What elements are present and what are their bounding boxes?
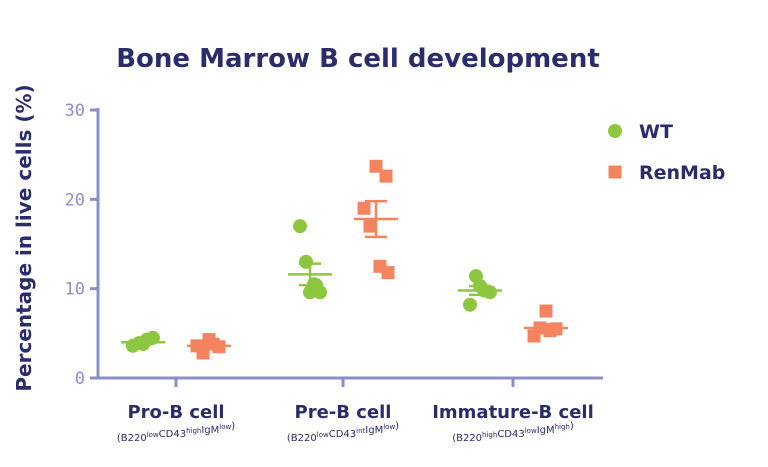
axes bbox=[96, 108, 603, 380]
data-point bbox=[363, 219, 377, 233]
category-subtitle: (B220highCD43lowIgMhigh) bbox=[452, 421, 574, 444]
series-group-wt-0 bbox=[121, 330, 165, 353]
subtitle-text: CD43 bbox=[497, 429, 524, 440]
chart-title: Bone Marrow B cell development bbox=[116, 44, 600, 74]
series-group-renmab-0 bbox=[187, 333, 231, 360]
legend-marker-renmab bbox=[608, 165, 622, 179]
legend: WT RenMab bbox=[608, 121, 725, 184]
subtitle-superscript: low bbox=[525, 427, 537, 435]
data-point bbox=[146, 330, 160, 345]
legend-label-renmab: RenMab bbox=[639, 162, 725, 184]
x-categories: Pro-B cell(B220lowCD43highIgMlow)Pre-B c… bbox=[117, 378, 594, 444]
subtitle-text: CD43 bbox=[329, 429, 356, 440]
y-axis-label: Percentage in live cells (%) bbox=[12, 84, 36, 391]
y-tick-label: 20 bbox=[65, 190, 85, 210]
y-ticks: 0 10 20 30 bbox=[65, 101, 98, 389]
category-subtitle: (B220lowCD43intIgMlow) bbox=[287, 421, 399, 444]
subtitle-text: (B220 bbox=[287, 433, 317, 444]
subtitle-superscript: high bbox=[555, 423, 570, 431]
data-point bbox=[357, 201, 371, 215]
series-group-wt-2 bbox=[458, 269, 502, 312]
data-point bbox=[533, 321, 547, 335]
data-point bbox=[369, 159, 383, 173]
data-point bbox=[136, 337, 150, 352]
subtitle-text: (B220 bbox=[117, 433, 147, 444]
data-point bbox=[539, 304, 553, 318]
subtitle-superscript: low bbox=[147, 431, 159, 439]
category-label: Pre-B cell bbox=[295, 402, 392, 423]
y-tick-label: 10 bbox=[65, 280, 85, 300]
data-point bbox=[206, 337, 220, 351]
subtitle-text: IgM bbox=[537, 425, 555, 436]
category-subtitle: (B220lowCD43highIgMlow) bbox=[117, 421, 235, 444]
data-point bbox=[309, 278, 323, 293]
subtitle-superscript: int bbox=[356, 427, 365, 435]
subtitle-superscript: low bbox=[219, 423, 231, 431]
subtitle-text: ) bbox=[570, 421, 574, 432]
series-group-renmab-2 bbox=[524, 304, 568, 343]
subtitle-superscript: low bbox=[383, 423, 395, 431]
series-group-renmab-1 bbox=[354, 159, 398, 280]
data-marks bbox=[121, 159, 568, 360]
data-point bbox=[299, 254, 313, 269]
subtitle-text: ) bbox=[231, 421, 235, 432]
y-tick-label: 30 bbox=[65, 101, 85, 121]
category-label: Pro-B cell bbox=[127, 402, 224, 423]
data-point bbox=[473, 278, 487, 293]
subtitle-text: (B220 bbox=[452, 433, 482, 444]
data-point bbox=[381, 266, 395, 280]
subtitle-text: IgM bbox=[201, 425, 219, 436]
subtitle-text: ) bbox=[395, 421, 399, 432]
y-tick-label: 0 bbox=[75, 369, 85, 389]
data-point bbox=[293, 219, 307, 234]
series-group-wt-1 bbox=[288, 219, 332, 300]
subtitle-text: CD43 bbox=[159, 429, 186, 440]
category-label: Immature-B cell bbox=[432, 402, 594, 423]
data-point bbox=[463, 297, 477, 312]
subtitle-superscript: high bbox=[186, 427, 201, 435]
legend-marker-wt bbox=[608, 124, 622, 138]
data-point bbox=[379, 169, 393, 183]
data-point bbox=[483, 285, 497, 300]
data-point bbox=[196, 346, 210, 360]
legend-label-wt: WT bbox=[639, 121, 673, 143]
data-point bbox=[543, 324, 557, 338]
subtitle-superscript: high bbox=[482, 431, 497, 439]
subtitle-text: IgM bbox=[365, 425, 383, 436]
subtitle-superscript: low bbox=[317, 431, 329, 439]
